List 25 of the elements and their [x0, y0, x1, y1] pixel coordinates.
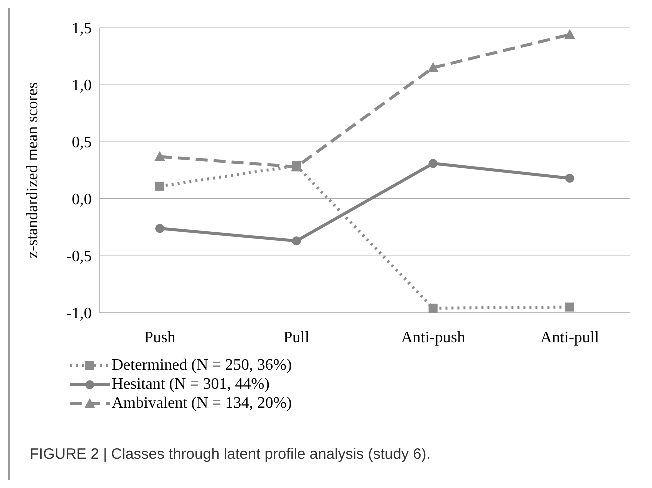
x-tick-label: Push	[144, 329, 176, 346]
point	[566, 302, 574, 312]
point	[156, 182, 164, 191]
x-tick-label: Pull	[284, 329, 310, 346]
y-tick-label: 1,5	[72, 20, 92, 38]
point	[428, 159, 438, 168]
point	[156, 224, 164, 234]
legend-label: Determined (N = 250, 36%)	[112, 356, 292, 374]
legend-label: Ambivalent (N = 134, 20%)	[112, 394, 292, 412]
caption: FIGURE 2 | Classes through latent profile analysis (study 6).	[30, 446, 431, 463]
y-tick-label: 0,0	[72, 192, 92, 209]
x-tick-label: Anti-push	[401, 329, 466, 346]
y-tick-label: -1,0	[66, 306, 92, 323]
point	[428, 62, 439, 72]
x-tick-label: Anti-pull	[540, 329, 600, 346]
y-tick-label: -0,5	[66, 248, 92, 266]
y-axis-title: z-standardized mean scores	[24, 82, 42, 258]
point	[428, 304, 438, 313]
point	[292, 236, 302, 246]
legend-label: Hesitant (N = 301, 44%)	[112, 376, 270, 394]
point	[564, 29, 576, 40]
point	[566, 174, 574, 183]
point	[154, 151, 166, 162]
y-tick-label: 0,5	[72, 134, 92, 152]
y-tick-label: 1,0	[72, 78, 92, 95]
